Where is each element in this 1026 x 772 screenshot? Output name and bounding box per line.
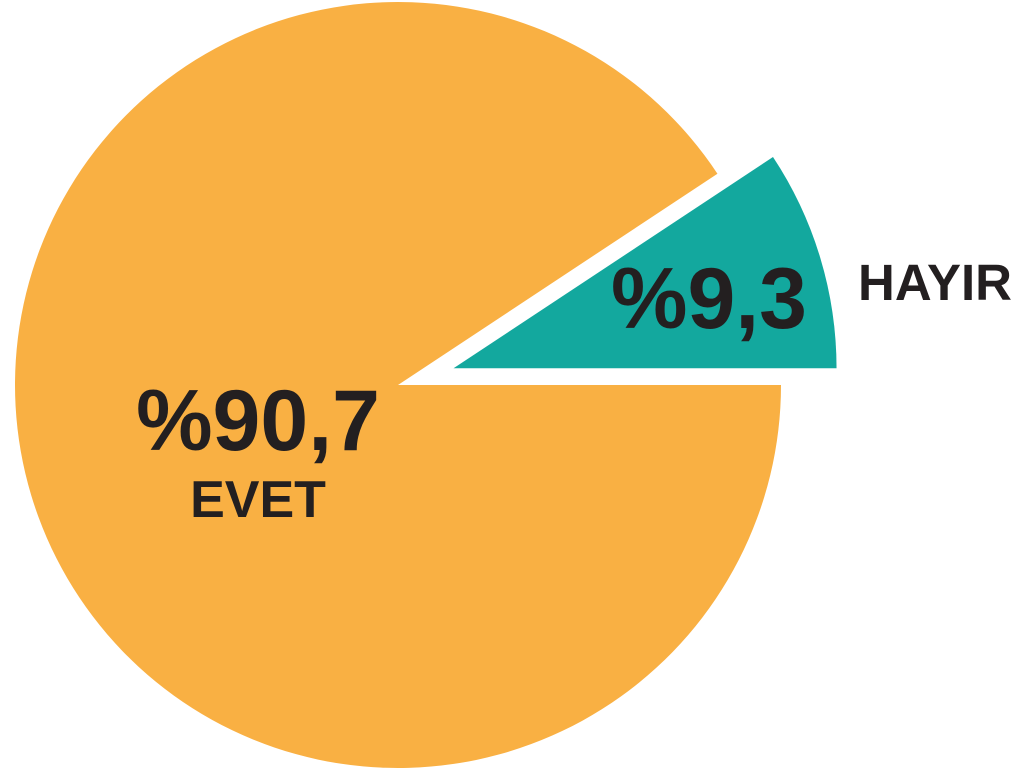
category-label: HAYIR xyxy=(858,254,1012,311)
pie-slice xyxy=(14,2,781,768)
value-label: %9,3 xyxy=(611,251,807,347)
value-label: %90,7 xyxy=(136,373,380,469)
category-label: EVET xyxy=(190,471,326,529)
pie-slice xyxy=(453,157,837,369)
